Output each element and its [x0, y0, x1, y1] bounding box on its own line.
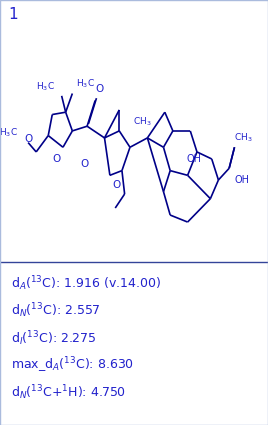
Text: d$_{N}$($^{13}$C+$^{1}$H): 4.750: d$_{N}$($^{13}$C+$^{1}$H): 4.750: [11, 383, 126, 402]
Text: H$_3$C: H$_3$C: [36, 80, 55, 93]
Text: O: O: [52, 154, 60, 164]
Text: OH: OH: [186, 154, 201, 164]
Text: d$_{I}$($^{13}$C): 2.275: d$_{I}$($^{13}$C): 2.275: [11, 329, 96, 348]
Text: O: O: [113, 180, 121, 190]
Text: 1: 1: [8, 7, 18, 22]
Text: CH$_3$: CH$_3$: [234, 132, 253, 144]
Text: O: O: [80, 159, 88, 169]
Text: O: O: [24, 134, 32, 145]
Text: CH$_3$: CH$_3$: [133, 115, 151, 128]
Text: OH: OH: [234, 175, 250, 185]
Text: max_d$_{A}$($^{13}$C): 8.630: max_d$_{A}$($^{13}$C): 8.630: [11, 356, 134, 375]
Text: d$_{N}$($^{13}$C): 2.557: d$_{N}$($^{13}$C): 2.557: [11, 302, 100, 320]
Text: H$_3$C: H$_3$C: [76, 78, 95, 91]
Text: d$_{A}$($^{13}$C): 1.916 (v.14.00): d$_{A}$($^{13}$C): 1.916 (v.14.00): [11, 275, 161, 293]
Text: H$_3$C: H$_3$C: [0, 127, 18, 139]
Text: O: O: [95, 84, 103, 94]
